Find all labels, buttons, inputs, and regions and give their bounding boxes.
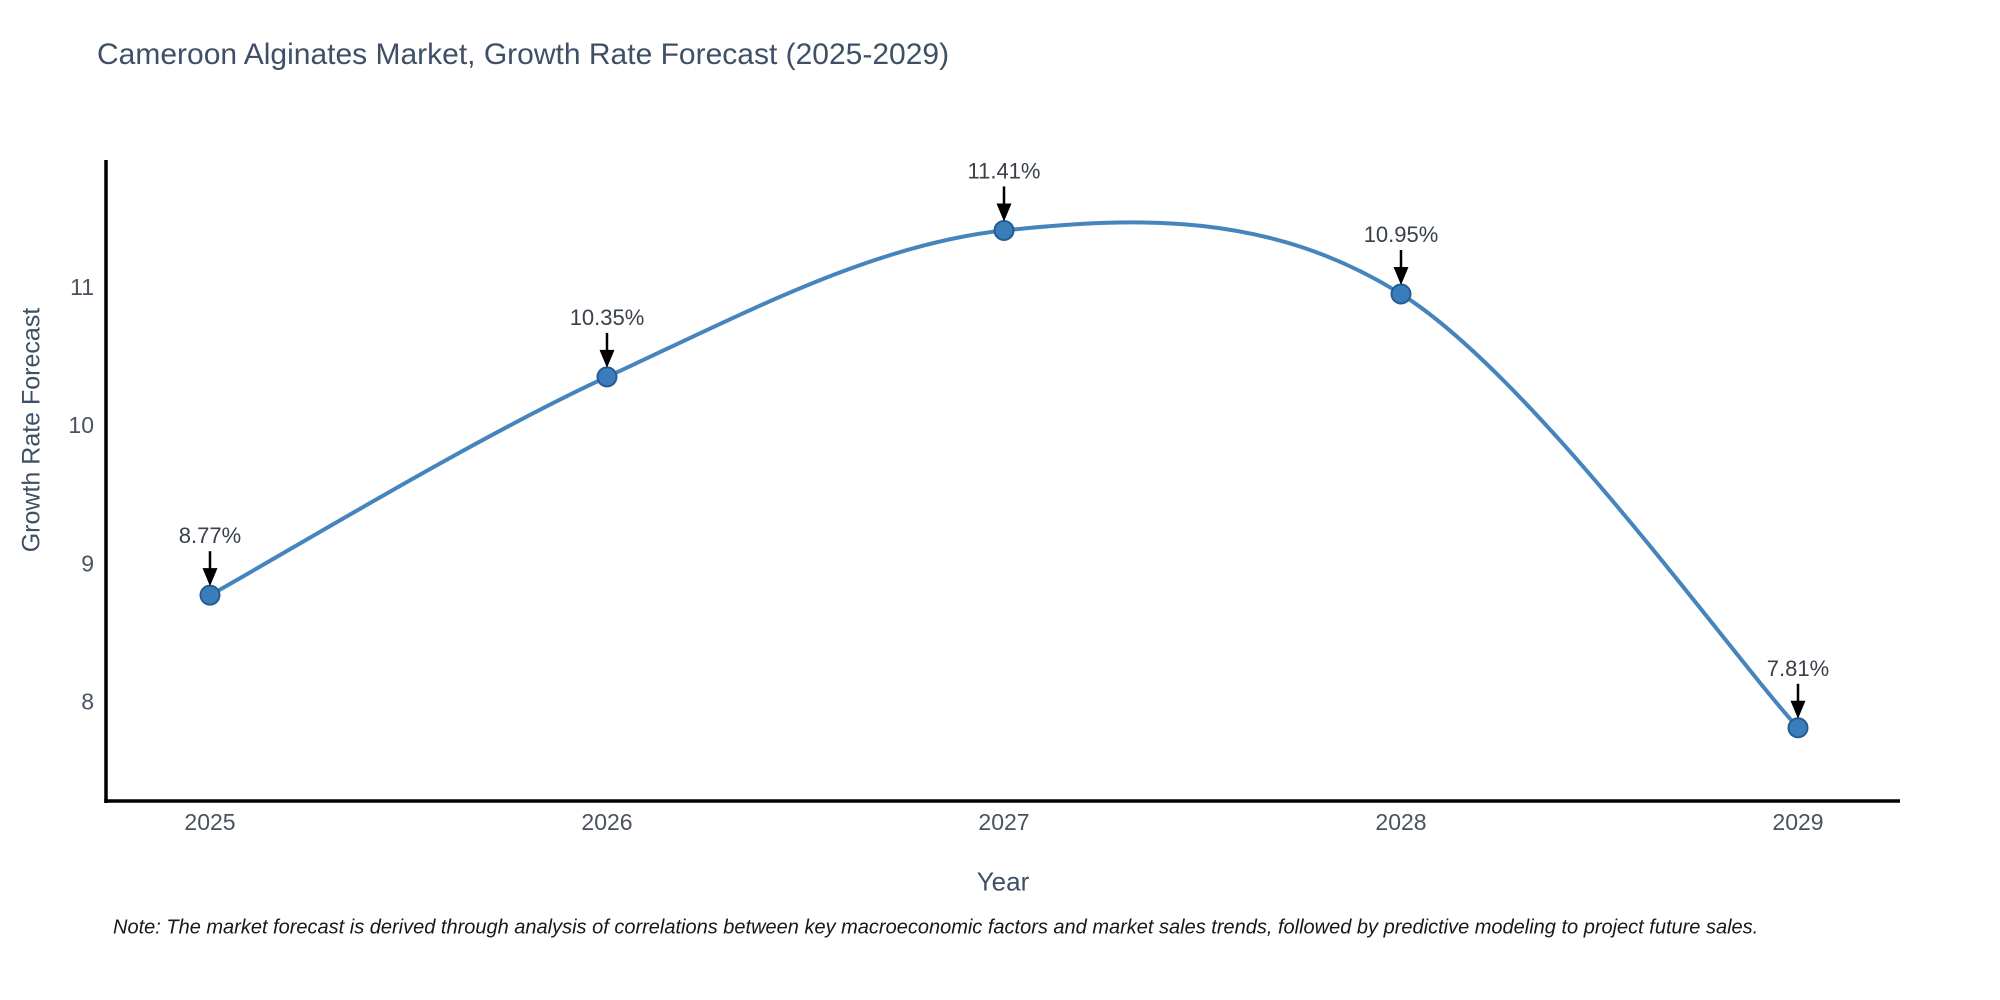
data-point-marker [1390, 283, 1412, 305]
annotation-arrow-head [1790, 700, 1806, 719]
chart-footnote: Note: The market forecast is derived thr… [113, 916, 1759, 939]
data-point-marker [1787, 717, 1809, 739]
data-point-label: 11.41% [968, 158, 1041, 183]
forecast-line [208, 220, 1800, 730]
data-point-label: 7.81% [1767, 656, 1829, 681]
data-point-marker [199, 584, 221, 606]
data-point-label: 10.95% [1364, 222, 1439, 247]
x-tick-label: 2028 [1375, 809, 1426, 835]
annotation-arrow-head [1393, 267, 1409, 286]
x-axis-line [104, 799, 1900, 803]
y-tick-label: 11 [70, 274, 94, 300]
x-tick-label: 2029 [1772, 809, 1823, 835]
x-tick-label: 2027 [978, 809, 1029, 835]
y-tick-label: 8 [81, 689, 94, 715]
data-point-marker [993, 219, 1015, 241]
y-tick-label: 10 [68, 412, 94, 438]
data-point-label: 8.77% [179, 523, 241, 548]
annotation-arrow-head [202, 568, 218, 587]
data-point-label: 10.35% [570, 305, 645, 330]
x-tick-label: 2025 [184, 809, 235, 835]
y-axis-line [104, 160, 108, 803]
x-tick-label: 2026 [581, 809, 632, 835]
x-axis-title: Year [976, 866, 1030, 897]
data-point-marker [596, 366, 618, 388]
y-tick-label: 9 [81, 550, 94, 576]
annotation-arrow-head [599, 349, 615, 368]
annotation-arrow-head [996, 203, 1012, 222]
chart-title: Cameroon Alginates Market, Growth Rate F… [97, 38, 950, 71]
